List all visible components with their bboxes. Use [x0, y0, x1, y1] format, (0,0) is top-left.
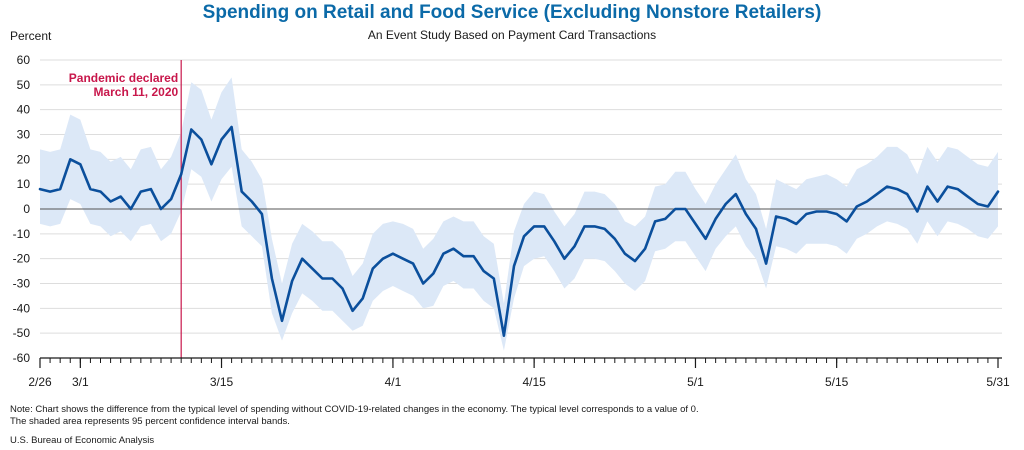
y-tick-label: -40: [13, 301, 31, 315]
y-tick-label: 20: [17, 152, 31, 166]
y-tick-label: 10: [17, 177, 31, 191]
y-tick-label: -10: [13, 227, 31, 241]
chart-note: Note: Chart shows the difference from th…: [10, 404, 699, 428]
y-tick-label: 50: [17, 78, 31, 92]
source-credit: U.S. Bureau of Economic Analysis: [10, 435, 155, 446]
y-tick-label: -20: [13, 252, 31, 266]
x-tick-label: 3/1: [72, 375, 89, 389]
y-tick-label: -60: [13, 351, 31, 365]
y-tick-label: -30: [13, 277, 31, 291]
annotation-line-2: March 11, 2020: [93, 85, 178, 99]
x-tick-label: 4/15: [522, 375, 546, 389]
series-line: [38, 125, 1000, 337]
x-tick-label: 5/31: [986, 375, 1010, 389]
y-tick-label: 0: [23, 202, 30, 216]
y-tick-label: 60: [17, 53, 31, 67]
x-tick-label: 4/1: [385, 375, 402, 389]
y-tick-label: -50: [13, 326, 31, 340]
axes: 60 50 40 30 20 10 0 -10 -20 -30 -40 -50 -60 2/26 3/1 3/…: [13, 53, 1010, 389]
chart-subtitle: An Event Study Based on Payment Card Tra…: [367, 28, 657, 42]
annotation-line-1: Pandemic declared: [69, 71, 178, 85]
chart-title: Spending on Retail and Food Service (Exc…: [202, 2, 822, 23]
x-tick-label: 2/26: [28, 375, 52, 389]
x-tick-label: 5/15: [825, 375, 849, 389]
y-tick-label: 40: [17, 103, 31, 117]
x-tick-label: 5/1: [687, 375, 704, 389]
x-tick-label: 3/15: [210, 375, 234, 389]
confidence-band: [40, 77, 998, 351]
y-axis-label: Percent: [10, 29, 52, 43]
y-tick-label: 30: [17, 128, 31, 142]
confidence-band-group: [40, 77, 998, 351]
note-line-2: The shaded area represents 95 percent co…: [10, 416, 290, 427]
series-line-group: [38, 125, 1000, 337]
note-line-1: Note: Chart shows the difference from th…: [10, 404, 699, 415]
